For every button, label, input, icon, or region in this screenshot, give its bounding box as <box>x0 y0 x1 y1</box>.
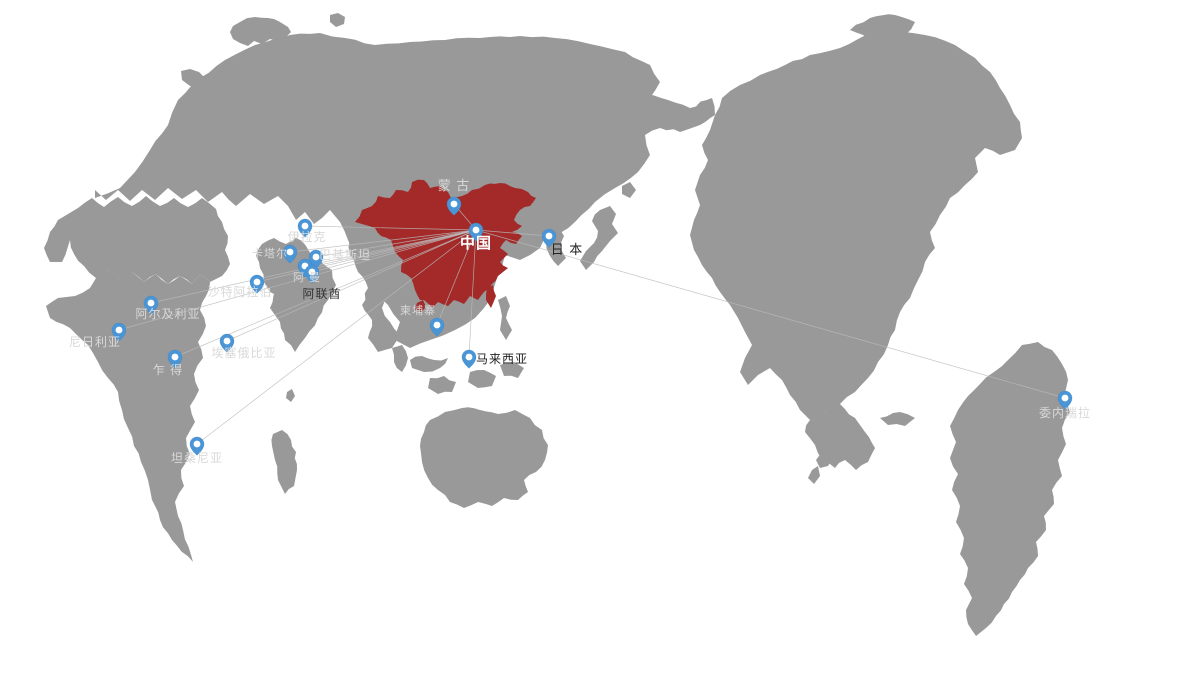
svg-text:马来西亚: 马来西亚 <box>476 352 528 366</box>
svg-text:巴基斯坦: 巴基斯坦 <box>319 248 371 262</box>
svg-text:卡塔尔: 卡塔尔 <box>252 247 288 260</box>
svg-text:阿联酋: 阿联酋 <box>302 286 341 301</box>
svg-text:蒙 古: 蒙 古 <box>438 178 471 193</box>
svg-text:坦桑尼亚: 坦桑尼亚 <box>171 451 223 465</box>
svg-text:沙特阿拉伯: 沙特阿拉伯 <box>207 284 272 299</box>
svg-text:中国: 中国 <box>460 234 492 252</box>
svg-text:乍 得: 乍 得 <box>153 362 183 377</box>
svg-text:日 本: 日 本 <box>551 242 584 257</box>
svg-text:尼日利亚: 尼日利亚 <box>69 335 121 349</box>
svg-text:埃塞俄比亚: 埃塞俄比亚 <box>211 345 276 360</box>
svg-text:柬埔寨: 柬埔寨 <box>400 303 436 317</box>
svg-text:阿 曼: 阿 曼 <box>293 271 321 284</box>
svg-text:伊拉克: 伊拉克 <box>287 229 326 244</box>
svg-text:委内瑞拉: 委内瑞拉 <box>1039 405 1091 420</box>
svg-text:阿尔及利亚: 阿尔及利亚 <box>135 306 200 321</box>
